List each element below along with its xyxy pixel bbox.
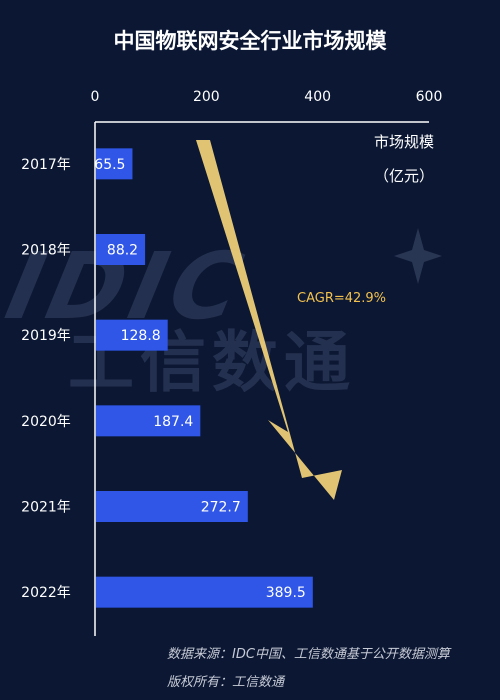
trend-arrow bbox=[196, 140, 342, 500]
bar-value-label: 389.5 bbox=[266, 585, 306, 601]
bar bbox=[96, 576, 313, 608]
bar-value-label: 88.2 bbox=[107, 243, 138, 259]
chart-title: 中国物联网安全行业市场规模 bbox=[114, 29, 388, 53]
category-label: 2021年 bbox=[21, 500, 71, 516]
x-tick-label: 200 bbox=[193, 89, 220, 105]
x-tick-label: 600 bbox=[416, 89, 443, 105]
x-tick-label: 400 bbox=[304, 89, 331, 105]
bar-value-label: 65.5 bbox=[94, 157, 125, 173]
bar bbox=[96, 319, 168, 351]
trend-arrow-shape bbox=[196, 140, 342, 500]
bar-value-label: 187.4 bbox=[153, 414, 193, 430]
category-label: 2020年 bbox=[21, 414, 71, 430]
bar bbox=[96, 405, 201, 437]
bar bbox=[96, 491, 248, 522]
bar bbox=[96, 148, 133, 180]
bar-value-label: 128.8 bbox=[121, 328, 161, 344]
source-line-1: 数据来源：IDC中国、工信数通基于公开数据测算 bbox=[167, 647, 452, 662]
category-label: 2019年 bbox=[21, 328, 71, 344]
category-label: 2017年 bbox=[21, 157, 71, 173]
source-line-2: 版权所有：工信数通 bbox=[167, 675, 286, 690]
bar-series: 2017年 65.5 2018年 88.2 2019年 128.8 2020年 187.4 20… bbox=[21, 148, 313, 608]
bar-value-label: 272.7 bbox=[201, 500, 241, 516]
x-axis-ticks: 0 200 400 600 bbox=[91, 89, 443, 105]
cagr-annotation: CAGR=42.9% bbox=[297, 291, 386, 306]
category-label: 2022年 bbox=[21, 585, 71, 601]
sparkle-icon bbox=[394, 228, 442, 284]
bar bbox=[96, 234, 146, 265]
unit-label-line2: （亿元） bbox=[374, 167, 434, 185]
unit-label-line1: 市场规模 bbox=[374, 133, 434, 151]
category-label: 2018年 bbox=[21, 243, 71, 259]
x-tick-label: 0 bbox=[91, 89, 100, 105]
